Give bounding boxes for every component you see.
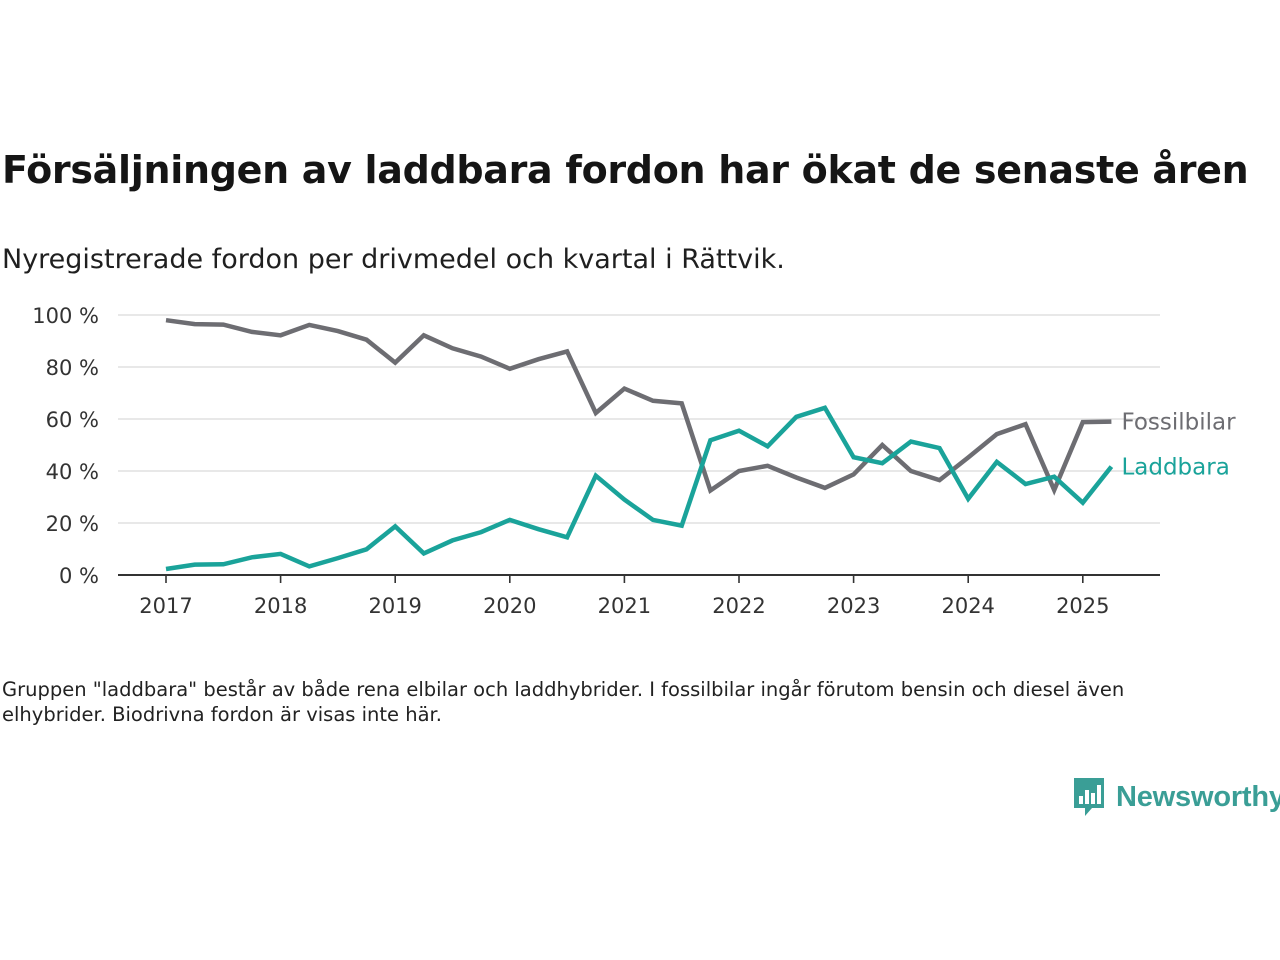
y-tick-label: 0 % — [59, 564, 99, 588]
axes: 0 % 20 % 40 % 60 % 80 % 100 % 2017 2018 2019 2020… — [32, 304, 1160, 618]
y-tick-label: 80 % — [46, 356, 99, 380]
bar-chart-speech-bubble-icon — [1074, 778, 1104, 816]
footnote: Gruppen "laddbara" består av både rena e… — [2, 678, 1125, 726]
x-tick-label: 2019 — [368, 594, 421, 618]
y-tick-label: 40 % — [46, 460, 99, 484]
y-tick-label: 20 % — [46, 512, 99, 536]
x-tick-label: 2021 — [598, 594, 651, 618]
brand-name: Newsworthy — [1116, 780, 1280, 813]
x-tick-label: 2025 — [1056, 594, 1109, 618]
brand-logo: Newsworthy — [1072, 776, 1280, 818]
line-chart: 0 % 20 % 40 % 60 % 80 % 100 % 2017 2018 2019 2020… — [32, 304, 1236, 618]
y-tick-label: 60 % — [46, 408, 99, 432]
x-tick-label: 2018 — [254, 594, 307, 618]
page-title: Försäljningen av laddbara fordon har öka… — [2, 148, 1249, 192]
x-tick-label: 2023 — [827, 594, 880, 618]
y-tick-label: 100 % — [32, 304, 99, 328]
x-tick-label: 2024 — [941, 594, 994, 618]
series-line-fossilbilar — [165, 317, 1112, 496]
x-tick-label: 2022 — [712, 594, 765, 618]
series-labels: Fossilbilar Laddbara — [1121, 410, 1236, 481]
series-label-fossilbilar: Fossilbilar — [1121, 410, 1236, 436]
grid-lines — [118, 314, 1160, 524]
series-lines — [165, 317, 1114, 572]
x-tick-label: 2020 — [483, 594, 536, 618]
series-label-laddbara: Laddbara — [1121, 455, 1229, 481]
series-line-laddbara — [165, 405, 1114, 572]
x-tick-label: 2017 — [139, 594, 192, 618]
page-subtitle: Nyregistrerade fordon per drivmedel och … — [2, 244, 785, 275]
